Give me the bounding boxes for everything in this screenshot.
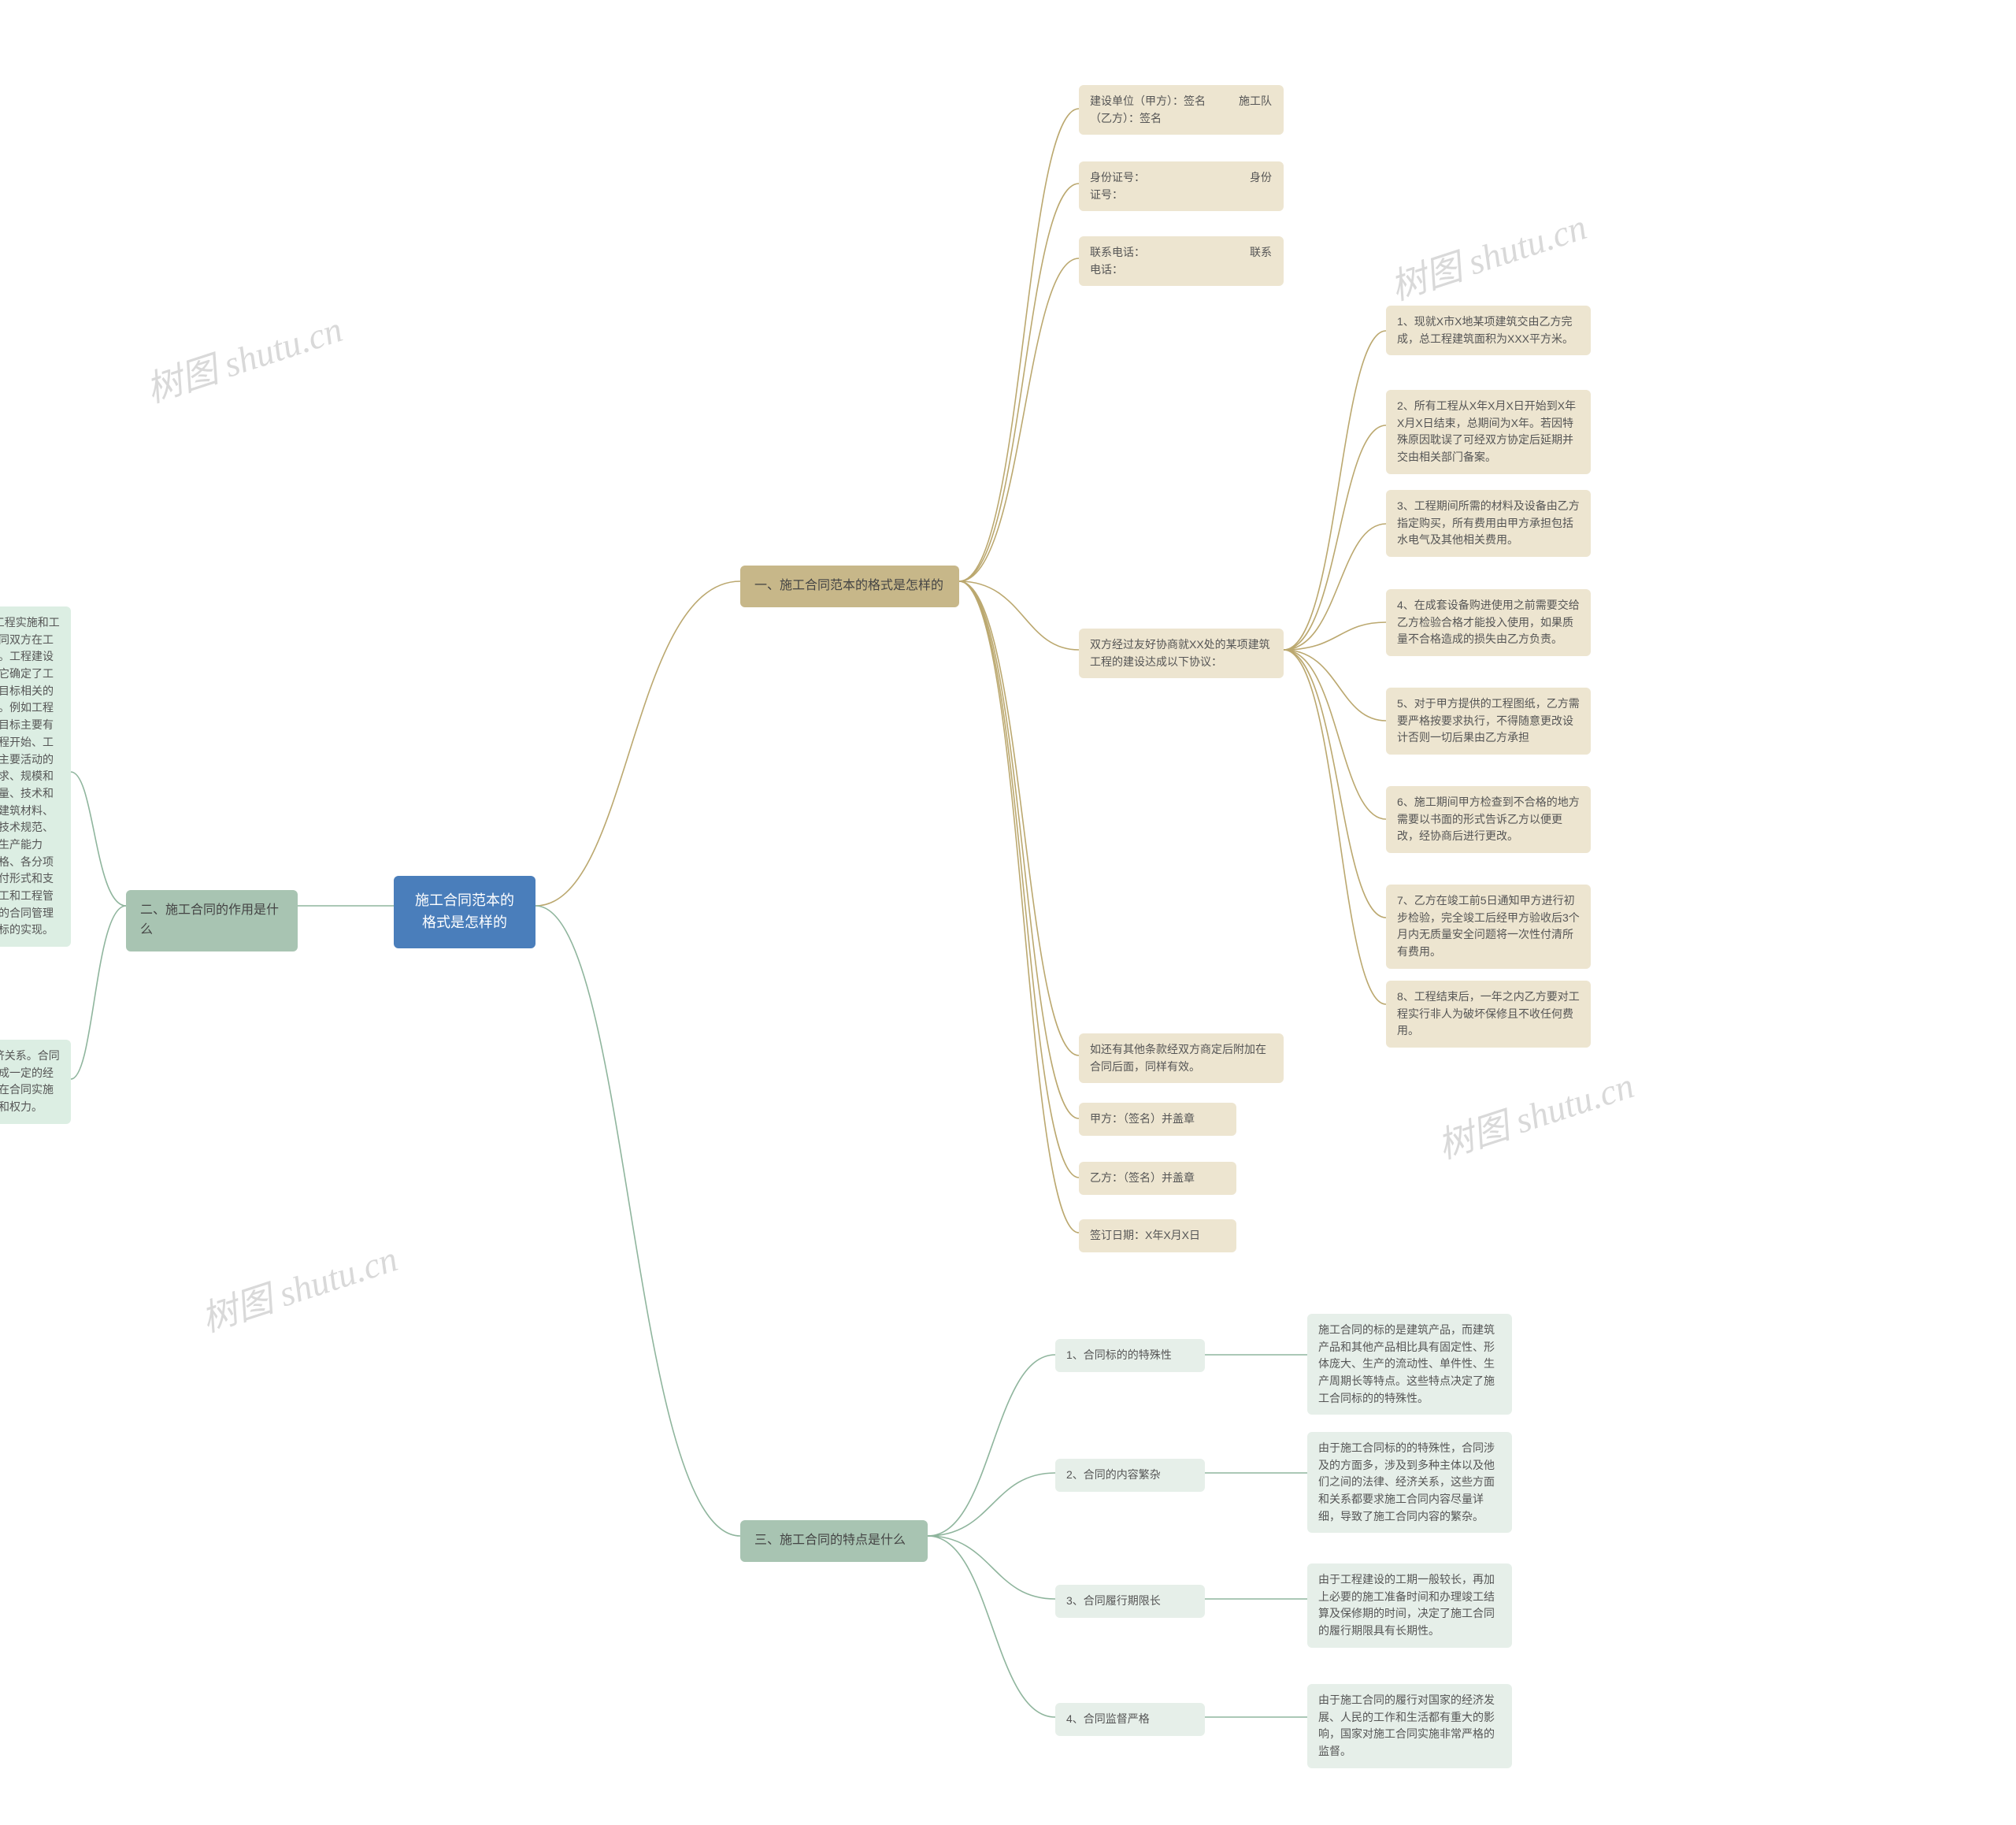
section-3-title[interactable]: 三、施工合同的特点是什么 [740, 1520, 928, 1562]
sec1-item: 签订日期：X年X月X日 [1079, 1219, 1236, 1252]
section-2-title[interactable]: 二、施工合同的作用是什么 [126, 890, 298, 951]
sec3-item-desc: 由于施工合同的履行对国家的经济发展、人民的工作和生活都有重大的影响，国家对施工合… [1307, 1684, 1512, 1768]
sec3-item-desc: 由于施工合同标的的特殊性，合同涉及的方面多，涉及到多种主体以及他们之间的法律、经… [1307, 1432, 1512, 1533]
sec3-item-label: 2、合同的内容繁杂 [1055, 1459, 1205, 1492]
sec1-item: 身份证号： 身份证号： [1079, 161, 1284, 211]
agreement-item: 3、工程期间所需的材料及设备由乙方指定购买，所有费用由甲方承担包括水电气及其他相… [1386, 490, 1591, 557]
agreement-item: 6、施工期间甲方检查到不合格的地方需要以书面的形式告诉乙方以便更改，经协商后进行… [1386, 786, 1591, 853]
watermark: 树图 shutu.cn [139, 301, 348, 414]
watermark: 树图 shutu.cn [194, 1230, 403, 1343]
sec2-item: 1、工程建设合同确定了工程实施和工程管理的主要目标，是合同双方在工程中各种经济活… [0, 606, 71, 947]
sec1-item: 乙方：（签名）并盖章 [1079, 1162, 1236, 1195]
sec3-item-desc: 施工合同的标的是建筑产品，而建筑产品和其他产品相比具有固定性、形体庞大、生产的流… [1307, 1314, 1512, 1415]
watermark: 树图 shutu.cn [1430, 1057, 1640, 1170]
sec1-item: 如还有其他条款经双方商定后附加在合同后面，同样有效。 [1079, 1033, 1284, 1083]
sec1-item: 联系电话： 联系电话： [1079, 236, 1284, 286]
sec1-item: 甲方：（签名）并盖章 [1079, 1103, 1236, 1136]
agreement-item: 8、工程结束后，一年之内乙方要对工程实行非人为破坏保修且不收任何费用。 [1386, 981, 1591, 1048]
connectors [0, 0, 2016, 1825]
sec1-agreement-node: 双方经过友好协商就XX处的某项建筑工程的建设达成以下协议： [1079, 629, 1284, 678]
sec3-item-desc: 由于工程建设的工期一般较长，再加上必要的施工准备时间和办理竣工结算及保修期的时间… [1307, 1563, 1512, 1648]
sec3-item-label: 3、合同履行期限长 [1055, 1585, 1205, 1618]
agreement-item: 4、在成套设备购进使用之前需要交给乙方检验合格才能投入使用，如果质量不合格造成的… [1386, 589, 1591, 656]
mindmap-canvas: 树图 shutu.cn 树图 shutu.cn 树图 shutu.cn 树图 s… [0, 0, 2016, 1825]
watermark: 树图 shutu.cn [1383, 198, 1592, 311]
sec1-item: 建设单位（甲方）：签名 施工队（乙方）：签名 [1079, 85, 1284, 135]
agreement-item: 1、现就X市X地某项建筑交由乙方完成，总工程建筑面积为XXX平方米。 [1386, 306, 1591, 355]
sec3-item-label: 1、合同标的的特殊性 [1055, 1339, 1205, 1372]
agreement-item: 7、乙方在竣工前5日通知甲方进行初步检验，完全竣工后经甲方验收后3个月内无质量安… [1386, 885, 1591, 969]
sec2-item: 2、合同规定了双方的经济关系。合同一经签订，合同双方就结成一定的经济关系。合同规… [0, 1040, 71, 1124]
root-node[interactable]: 施工合同范本的格式是怎样的 [394, 876, 536, 948]
agreement-item: 5、对于甲方提供的工程图纸，乙方需要严格按要求执行，不得随意更改设计否则一切后果… [1386, 688, 1591, 755]
section-1-title[interactable]: 一、施工合同范本的格式是怎样的 [740, 566, 959, 607]
sec3-item-label: 4、合同监督严格 [1055, 1703, 1205, 1736]
agreement-item: 2、所有工程从X年X月X日开始到X年X月X日结束，总期间为X年。若因特殊原因耽误… [1386, 390, 1591, 474]
